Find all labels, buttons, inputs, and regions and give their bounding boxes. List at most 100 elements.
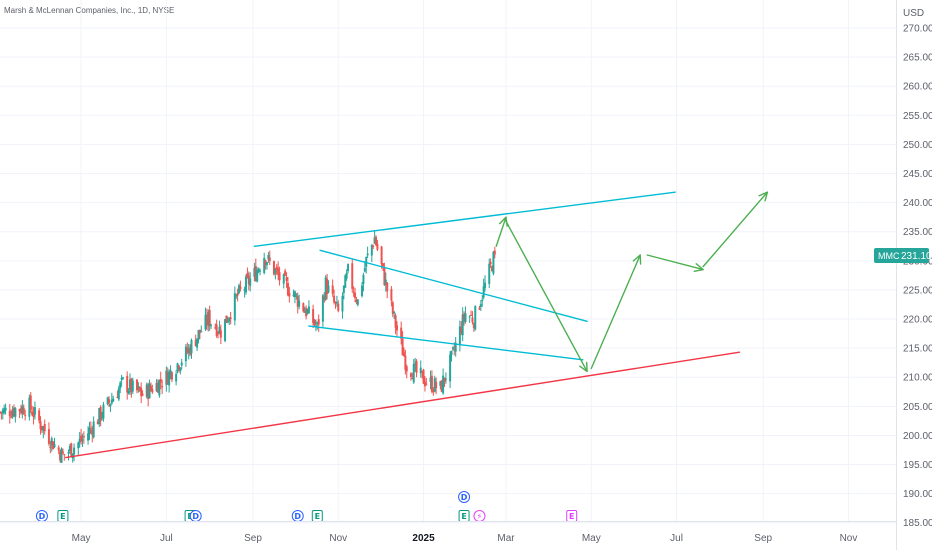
candle[interactable] xyxy=(59,449,62,463)
candlestick-series[interactable] xyxy=(0,229,496,463)
candle[interactable] xyxy=(296,292,299,314)
candle[interactable] xyxy=(102,401,105,422)
candle[interactable] xyxy=(235,293,238,300)
candle[interactable] xyxy=(425,377,428,386)
candle[interactable] xyxy=(489,258,492,268)
projection-arrow-3[interactable] xyxy=(590,254,641,370)
candle[interactable] xyxy=(38,407,41,424)
candle[interactable] xyxy=(166,367,169,386)
candle[interactable] xyxy=(200,325,203,333)
earnings-upcoming-event-marker[interactable]: E xyxy=(566,510,578,522)
candle[interactable] xyxy=(324,275,327,301)
candle[interactable] xyxy=(488,258,491,289)
candle[interactable] xyxy=(247,271,250,291)
candle[interactable] xyxy=(87,426,90,445)
candle[interactable] xyxy=(278,266,281,286)
candle[interactable] xyxy=(229,312,232,325)
candle[interactable] xyxy=(345,269,348,281)
candle[interactable] xyxy=(433,375,436,393)
candle[interactable] xyxy=(61,448,64,455)
trend-drawings[interactable] xyxy=(64,191,769,459)
candle[interactable] xyxy=(326,273,329,300)
projection-arrow-1[interactable] xyxy=(495,216,507,247)
candle[interactable] xyxy=(208,305,211,331)
candle[interactable] xyxy=(190,338,193,359)
candle[interactable] xyxy=(362,272,365,292)
candle[interactable] xyxy=(60,447,63,463)
candle[interactable] xyxy=(12,404,15,418)
candle[interactable] xyxy=(323,292,326,303)
candle[interactable] xyxy=(372,244,375,250)
candle[interactable] xyxy=(226,316,229,324)
split-event-marker[interactable]: ⚡ xyxy=(473,510,486,522)
candle[interactable] xyxy=(32,406,35,425)
candle[interactable] xyxy=(228,317,231,326)
candle[interactable] xyxy=(81,433,84,447)
candle[interactable] xyxy=(198,329,201,340)
candle[interactable] xyxy=(461,307,464,341)
candle[interactable] xyxy=(110,392,113,405)
candle[interactable] xyxy=(293,290,296,304)
candle[interactable] xyxy=(422,368,425,384)
candle[interactable] xyxy=(71,453,74,463)
candle[interactable] xyxy=(267,251,270,264)
candle[interactable] xyxy=(224,318,227,343)
candle[interactable] xyxy=(268,250,271,266)
candle[interactable] xyxy=(383,262,386,286)
candle[interactable] xyxy=(302,302,305,313)
candle[interactable] xyxy=(149,382,152,392)
candle[interactable] xyxy=(386,281,389,299)
candle[interactable] xyxy=(28,394,31,421)
candle[interactable] xyxy=(120,374,123,387)
candle[interactable] xyxy=(471,311,474,325)
candle[interactable] xyxy=(135,378,138,394)
candle[interactable] xyxy=(415,359,418,378)
dividend-event-marker[interactable]: D xyxy=(458,491,471,503)
candle[interactable] xyxy=(400,321,403,345)
candle[interactable] xyxy=(282,273,285,289)
candle[interactable] xyxy=(88,421,91,441)
candle[interactable] xyxy=(10,409,13,419)
candle[interactable] xyxy=(112,395,115,402)
candle[interactable] xyxy=(165,366,168,392)
candle[interactable] xyxy=(314,319,317,332)
projection-arrow-2[interactable] xyxy=(505,220,588,373)
candle[interactable] xyxy=(409,372,412,381)
candle[interactable] xyxy=(130,377,133,398)
candle[interactable] xyxy=(444,372,447,384)
candle[interactable] xyxy=(272,260,275,276)
candle[interactable] xyxy=(355,297,358,305)
candle[interactable] xyxy=(341,292,344,319)
candle[interactable] xyxy=(366,246,369,258)
candle[interactable] xyxy=(233,286,236,326)
candle[interactable] xyxy=(435,377,438,395)
candle[interactable] xyxy=(214,323,217,330)
candle[interactable] xyxy=(40,425,43,434)
candle[interactable] xyxy=(303,306,306,313)
candle[interactable] xyxy=(482,278,485,300)
candle[interactable] xyxy=(370,244,373,263)
projection-arrow-4[interactable] xyxy=(646,254,704,271)
candle[interactable] xyxy=(91,425,94,443)
candle[interactable] xyxy=(390,286,393,307)
candle[interactable] xyxy=(288,286,291,303)
candle[interactable] xyxy=(335,295,338,307)
candle[interactable] xyxy=(331,279,334,297)
candle[interactable] xyxy=(155,379,158,392)
candle[interactable] xyxy=(148,379,151,399)
candle[interactable] xyxy=(342,285,345,300)
candle[interactable] xyxy=(419,360,422,378)
candle[interactable] xyxy=(337,300,340,313)
candle[interactable] xyxy=(180,358,183,370)
candle[interactable] xyxy=(4,403,7,415)
candle[interactable] xyxy=(156,379,159,393)
candle[interactable] xyxy=(175,370,178,386)
candle[interactable] xyxy=(207,309,210,332)
candle[interactable] xyxy=(365,256,368,274)
candle[interactable] xyxy=(176,362,179,374)
dividend-event-marker[interactable]: D xyxy=(291,510,304,522)
earnings-event-marker[interactable]: E xyxy=(458,510,470,522)
candle[interactable] xyxy=(450,350,453,362)
candle[interactable] xyxy=(432,387,435,396)
candle[interactable] xyxy=(161,379,164,395)
